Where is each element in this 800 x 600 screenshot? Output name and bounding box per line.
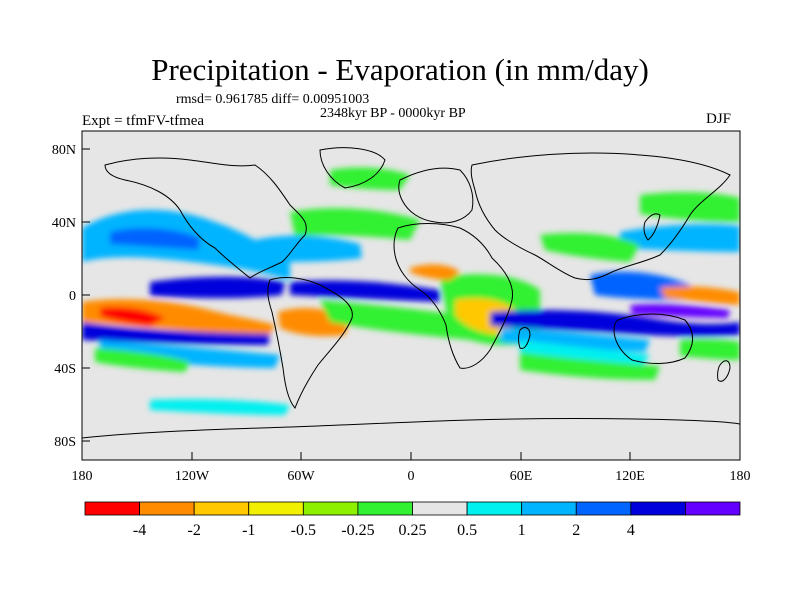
colorbar-label: -2 bbox=[188, 522, 201, 539]
map-title: Precipitation - Evaporation (in mm/day) bbox=[151, 52, 649, 87]
colorbar-label: 0.25 bbox=[399, 522, 427, 539]
asia-green bbox=[540, 233, 640, 262]
lat-tick-label: 80S bbox=[54, 435, 76, 450]
map-plot-area bbox=[82, 131, 740, 460]
time-period-label: 2348kyr BP - 0000kyr BP bbox=[320, 106, 466, 121]
colorbar-swatch bbox=[685, 501, 741, 516]
north-america-coast bbox=[104, 157, 307, 279]
lon-tick-label: 0 bbox=[408, 469, 415, 484]
indian-ocean-blue bbox=[500, 328, 650, 352]
madagascar-coast bbox=[518, 327, 531, 349]
antarctica-coast bbox=[82, 418, 740, 439]
north-atlantic-band bbox=[255, 235, 362, 262]
colorbar-swatch bbox=[248, 501, 304, 516]
colorbar-swatch bbox=[139, 501, 195, 516]
latitude-axis: 80N 40N 0 40S 80S bbox=[52, 143, 90, 450]
colorbar-swatch bbox=[193, 501, 250, 516]
europe-coast bbox=[398, 167, 474, 224]
lon-tick-label: 60W bbox=[287, 469, 315, 484]
north-pacific-core bbox=[110, 228, 200, 250]
japan-coast bbox=[643, 213, 661, 241]
longitude-axis: 180 120W 60W 0 60E 120E 180 bbox=[72, 452, 751, 484]
south-pacific-band bbox=[82, 322, 270, 345]
west-pacific-orange bbox=[660, 286, 740, 305]
indian-ocean-cyan bbox=[520, 340, 650, 368]
colorbar: -4 -2 -1 -0.5 -0.25 0.25 0.5 1 2 4 bbox=[84, 501, 741, 539]
atlantic-itcz bbox=[290, 280, 440, 302]
northwest-pacific-blue bbox=[620, 224, 740, 252]
lat-tick-label: 80N bbox=[52, 143, 76, 158]
coastlines bbox=[82, 147, 740, 439]
colorbar-swatch bbox=[357, 501, 413, 516]
season-label: DJF bbox=[706, 111, 732, 127]
south-america-coast bbox=[267, 277, 353, 409]
southern-ocean-green bbox=[95, 348, 190, 372]
lon-tick-label: 180 bbox=[730, 469, 751, 484]
lat-tick-label: 40N bbox=[52, 216, 76, 231]
new-zealand-coast bbox=[717, 360, 731, 382]
experiment-label: Expt = tfmFV-tfmea bbox=[82, 113, 205, 129]
east-pacific-itcz bbox=[150, 276, 285, 299]
colorbar-label: -0.5 bbox=[291, 522, 316, 539]
south-atlantic-green bbox=[320, 300, 480, 340]
colorbar-label: 4 bbox=[627, 522, 635, 539]
colorbar-swatch bbox=[84, 501, 140, 516]
north-atlantic-green bbox=[290, 208, 420, 240]
colorbar-label: -4 bbox=[133, 522, 146, 539]
africa-coast bbox=[393, 223, 514, 369]
colorbar-swatch bbox=[466, 501, 523, 516]
southern-ocean-cyan bbox=[150, 399, 290, 415]
south-pacific-green bbox=[680, 339, 740, 360]
pacific-red-core bbox=[100, 307, 165, 326]
colorbar-swatch bbox=[302, 501, 359, 516]
northwest-pacific-green bbox=[640, 192, 740, 222]
colorbar-swatch bbox=[575, 501, 632, 516]
colorbar-label: 1 bbox=[518, 522, 526, 539]
colorbar-label: 2 bbox=[572, 522, 580, 539]
colorbar-label: -1 bbox=[242, 522, 255, 539]
lon-tick-label: 180 bbox=[72, 469, 93, 484]
lon-tick-label: 120E bbox=[615, 469, 645, 484]
lat-tick-label: 40S bbox=[54, 362, 76, 377]
south-indian-green bbox=[520, 352, 660, 380]
greenland-coast bbox=[319, 147, 386, 189]
sahel-orange bbox=[410, 264, 460, 280]
rmsd-diff-stats: rmsd= 0.961785 diff= 0.00951003 bbox=[176, 92, 370, 107]
colorbar-swatch bbox=[630, 501, 686, 516]
colorbar-swatch bbox=[412, 501, 468, 516]
australia-coast bbox=[613, 313, 693, 364]
colorbar-label: 0.5 bbox=[457, 522, 477, 539]
lon-tick-label: 60E bbox=[510, 469, 533, 484]
asia-coast bbox=[470, 152, 731, 281]
pe-anomaly-field bbox=[82, 167, 740, 415]
colorbar-label: -0.25 bbox=[341, 522, 374, 539]
lon-tick-label: 120W bbox=[175, 469, 210, 484]
lat-tick-label: 0 bbox=[69, 289, 76, 304]
colorbar-swatch bbox=[521, 501, 577, 516]
